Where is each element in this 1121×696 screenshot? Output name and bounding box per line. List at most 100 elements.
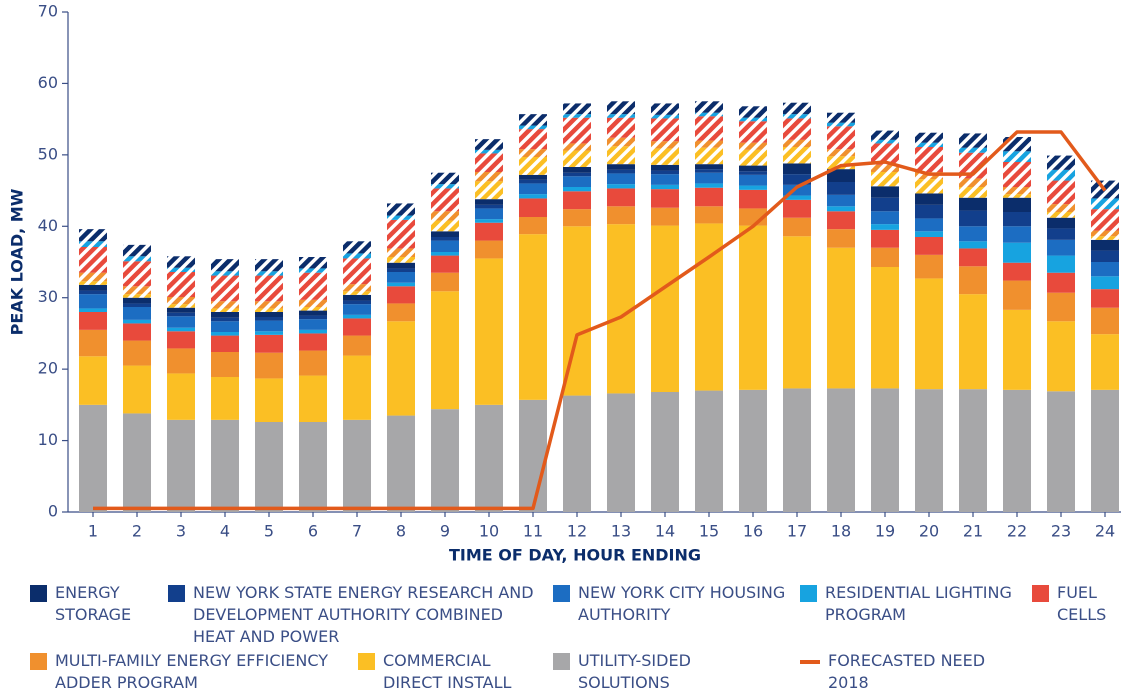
bar-segment xyxy=(607,101,635,115)
bar-segment xyxy=(475,199,503,205)
bar-segment xyxy=(1003,187,1031,195)
bar-segment xyxy=(563,167,591,173)
bar-segment xyxy=(1003,212,1031,227)
bar-segment xyxy=(167,327,195,332)
legend-swatch xyxy=(30,653,47,670)
legend-swatch xyxy=(168,585,185,602)
bar-segment xyxy=(211,259,239,272)
bar-segment xyxy=(79,312,107,330)
bar-segment xyxy=(79,290,107,295)
bar-segment xyxy=(651,103,679,115)
bar-segment xyxy=(475,258,503,405)
bar-segment xyxy=(783,217,811,237)
bar-segment xyxy=(651,164,679,171)
bar-segment xyxy=(211,377,239,420)
bar-segment xyxy=(915,193,943,205)
x-tick-label: 15 xyxy=(699,522,719,541)
legend-item: ENERGY STORAGE xyxy=(30,582,150,626)
x-tick-label: 19 xyxy=(875,522,895,541)
bar-segment xyxy=(563,395,591,512)
bar-segment xyxy=(123,294,151,298)
x-tick-label: 2 xyxy=(132,522,142,541)
bar-segment xyxy=(651,225,679,392)
bar-segment xyxy=(563,143,591,151)
bar-segment xyxy=(519,217,547,235)
bar-segment xyxy=(1091,262,1119,277)
bar-segment xyxy=(255,317,283,321)
bar-segment xyxy=(1047,292,1075,322)
bar-segment xyxy=(255,320,283,332)
line-series xyxy=(93,130,1107,511)
x-tick-label: 6 xyxy=(308,522,318,541)
bar-segment xyxy=(1047,169,1075,181)
bar-segment xyxy=(431,188,459,212)
legend-label: NEW YORK CITY HOUSING AUTHORITY xyxy=(578,583,786,624)
legend-swatch xyxy=(553,653,570,670)
legend-label: NEW YORK STATE ENERGY RESEARCH AND DEVEL… xyxy=(193,583,534,646)
bar-segment xyxy=(607,114,635,118)
bar-segment xyxy=(739,185,767,190)
bar-segment xyxy=(123,413,151,512)
bar-segment xyxy=(1091,307,1119,335)
bar-segment xyxy=(783,102,811,115)
bar-segment xyxy=(387,321,415,416)
x-axis-title: TIME OF DAY, HOUR ENDING xyxy=(449,546,701,565)
bar-segment xyxy=(739,142,767,150)
bar-segment xyxy=(1003,162,1031,187)
legend-swatch xyxy=(30,585,47,602)
bar-segment xyxy=(739,189,767,209)
bar-segment xyxy=(827,126,855,150)
bar-segment xyxy=(1047,212,1075,218)
bar-segment xyxy=(475,204,503,209)
bar-segment xyxy=(1047,239,1075,256)
legend-swatch xyxy=(1032,585,1049,602)
bar-segment xyxy=(79,229,107,242)
bar-segment xyxy=(79,329,107,357)
bar-segment xyxy=(827,149,855,157)
bar-segment xyxy=(343,291,371,295)
bar-segment xyxy=(167,267,195,272)
bar-segment xyxy=(783,388,811,512)
bar-segment xyxy=(563,103,591,115)
bar-segment xyxy=(299,315,327,320)
legend-label: UTILITY-SIDED SOLUTIONS xyxy=(578,651,691,692)
bar-segment xyxy=(695,206,723,224)
bar-segment xyxy=(1047,180,1075,205)
bar-segment xyxy=(167,348,195,374)
bar-segment xyxy=(871,143,899,165)
bar-segment xyxy=(651,170,679,175)
bar-segment xyxy=(1047,321,1075,392)
bar-segment xyxy=(167,307,195,313)
bar-segment xyxy=(387,257,415,263)
y-tick-label: 30 xyxy=(38,287,58,306)
bar-segment xyxy=(343,355,371,420)
bar-segment xyxy=(915,389,943,512)
bar-segment xyxy=(255,259,283,272)
bar-segment xyxy=(431,237,459,241)
bar-segment xyxy=(255,422,283,512)
legend-item: COMMERCIAL DIRECT INSTALL xyxy=(358,650,543,694)
bar-segment xyxy=(519,194,547,199)
bar-segment xyxy=(915,142,943,147)
x-tick-label: 17 xyxy=(787,522,807,541)
bar-segment xyxy=(1003,280,1031,310)
bar-segment xyxy=(211,317,239,322)
legend-swatch xyxy=(358,653,375,670)
legend-item: RESIDENTIAL LIGHTING PROGRAM xyxy=(800,582,1040,626)
bar-segment xyxy=(123,297,151,304)
x-tick-label: 12 xyxy=(567,522,587,541)
legend-item: FUEL CELLS xyxy=(1032,582,1121,626)
bar-segment xyxy=(519,125,547,130)
bar-segment xyxy=(827,112,855,123)
bar-segment xyxy=(915,147,943,172)
bar-segment xyxy=(607,137,635,147)
legend-swatch xyxy=(800,585,817,602)
bar-segment xyxy=(211,352,239,377)
bar-segment xyxy=(387,268,415,272)
bar-segment xyxy=(475,181,503,200)
bar-segment xyxy=(123,307,151,320)
x-tick-label: 14 xyxy=(655,522,675,541)
bar-segment xyxy=(519,157,547,175)
bar-segment xyxy=(343,284,371,292)
bar-segment xyxy=(1047,391,1075,512)
